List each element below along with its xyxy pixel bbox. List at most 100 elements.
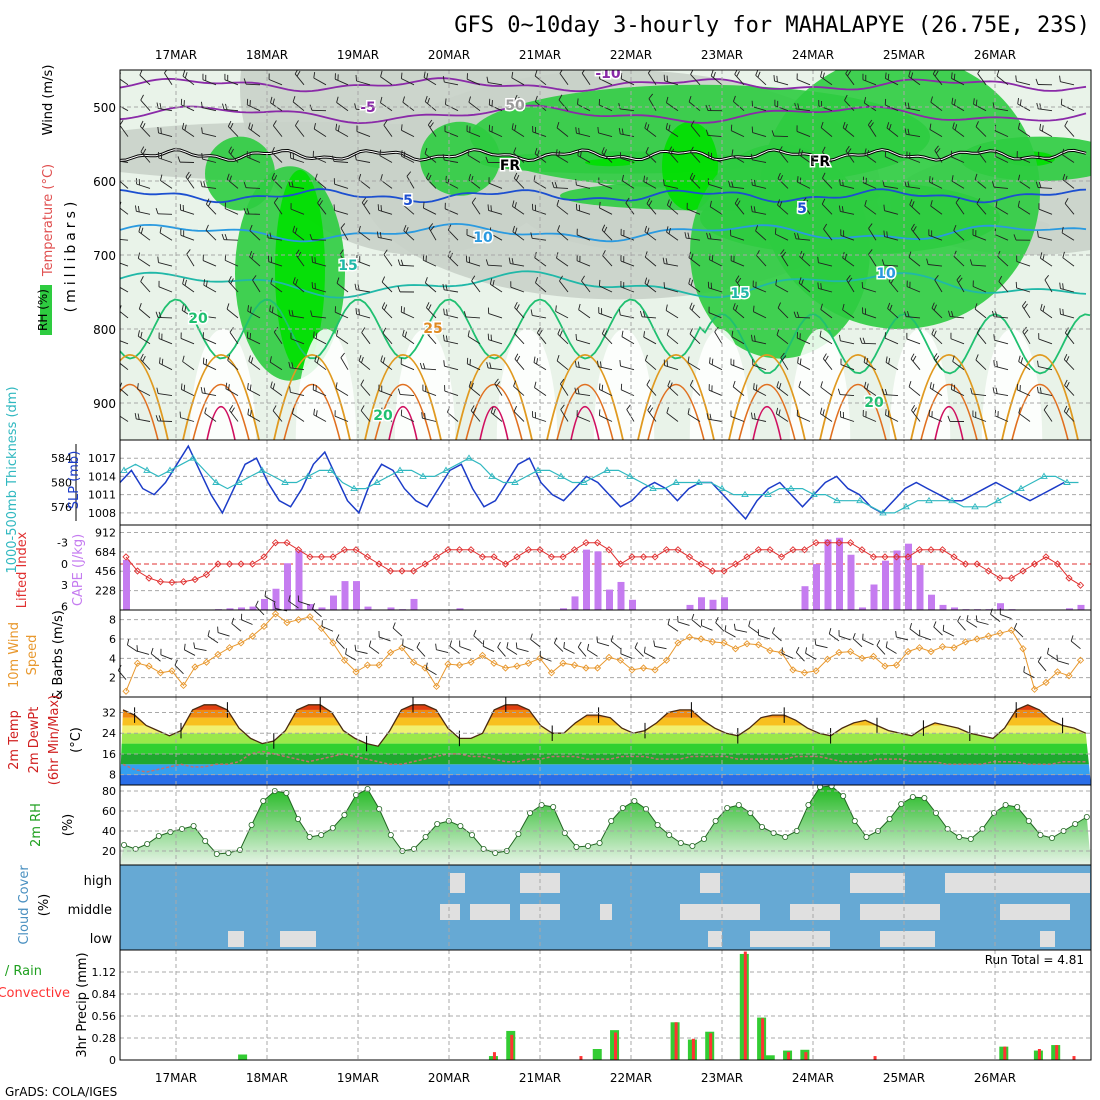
wind-barb bbox=[664, 287, 679, 293]
wind-barb bbox=[906, 286, 921, 293]
contour-label: 5 bbox=[403, 193, 413, 209]
wind-barb-flag bbox=[140, 227, 144, 234]
wind-barb bbox=[513, 152, 525, 163]
wind-speed-marker bbox=[1019, 645, 1027, 653]
wind-barb-flag bbox=[646, 198, 651, 204]
wind-barb-flag bbox=[668, 124, 671, 131]
wind-barb bbox=[426, 177, 437, 189]
wind-barb bbox=[643, 336, 657, 345]
wind-barb-flag bbox=[230, 123, 234, 129]
wind-barb-flag bbox=[435, 643, 437, 650]
wind-barb-flag bbox=[974, 303, 978, 310]
wind-barb-flag bbox=[1018, 355, 1021, 362]
wind-barb-flag bbox=[555, 149, 558, 156]
wind-barb-flag bbox=[910, 72, 914, 79]
li-marker bbox=[386, 567, 395, 575]
wind-barb bbox=[356, 108, 371, 112]
wind-barb-flag bbox=[227, 354, 231, 361]
wind-barb-flag bbox=[801, 252, 805, 259]
wind-barb bbox=[444, 289, 459, 293]
wind-barb bbox=[466, 316, 481, 319]
wind-barb-flag bbox=[534, 147, 538, 154]
wind-barb bbox=[654, 645, 667, 650]
wind-barb-flag bbox=[227, 384, 230, 391]
thickness-line bbox=[123, 457, 1079, 514]
wind-barb-flag bbox=[247, 305, 250, 312]
wind-barb-flag bbox=[781, 355, 787, 361]
wind-barb-flag bbox=[1017, 200, 1020, 207]
rh-marker bbox=[248, 822, 255, 829]
wind-barb-flag bbox=[379, 149, 382, 156]
wind-barb bbox=[120, 160, 129, 163]
wind-barb-flag bbox=[402, 199, 406, 206]
wind-barb bbox=[422, 390, 437, 397]
wind-barb-flag bbox=[838, 334, 841, 341]
wind-barb bbox=[182, 75, 195, 86]
wind-barb bbox=[708, 389, 723, 397]
wind-barb-flag bbox=[530, 309, 533, 316]
cape-bar bbox=[928, 594, 935, 610]
wind-barb bbox=[467, 335, 481, 345]
thickness-marker bbox=[1040, 472, 1048, 479]
wind-barb-flag bbox=[382, 357, 386, 364]
wind-barb-flag bbox=[775, 407, 779, 414]
wind-barb bbox=[689, 178, 701, 189]
wind-barb-flag bbox=[429, 122, 434, 128]
wind-barb-flag bbox=[969, 259, 973, 266]
li-marker bbox=[455, 546, 464, 554]
wind-barb-flag bbox=[669, 382, 673, 389]
wind-barb-flag bbox=[777, 172, 781, 179]
wind-barb-flag bbox=[771, 130, 775, 137]
wind-barb bbox=[845, 150, 855, 163]
wind-barb bbox=[139, 74, 151, 86]
wind-barb bbox=[995, 130, 1009, 138]
wind-barb bbox=[181, 310, 195, 319]
rh-marker bbox=[898, 801, 905, 808]
wind-barb bbox=[1038, 157, 1053, 163]
rh-marker bbox=[121, 842, 128, 849]
wind-barb bbox=[536, 332, 547, 345]
wind-barb bbox=[934, 279, 943, 293]
wind-barb-flag bbox=[335, 123, 338, 130]
rh-marker bbox=[863, 834, 870, 841]
wind-barb-flag bbox=[821, 198, 826, 205]
temp-fields bbox=[120, 697, 1091, 785]
cloud-block bbox=[1060, 873, 1090, 893]
temperature-contour bbox=[120, 383, 159, 440]
wind-barb-flag bbox=[1042, 305, 1045, 312]
wind-barb bbox=[909, 204, 921, 215]
wind-barb bbox=[447, 229, 459, 241]
li-marker bbox=[1042, 553, 1050, 561]
wind-barb bbox=[1016, 287, 1031, 293]
wind-barb bbox=[532, 237, 547, 241]
wind-barb-flag bbox=[713, 71, 716, 78]
wind-barb-flag bbox=[867, 119, 873, 126]
wind-barb-flag bbox=[646, 124, 650, 131]
wind-barb bbox=[644, 283, 657, 293]
wind-barb-flag bbox=[354, 283, 357, 290]
wind-barb bbox=[664, 80, 679, 86]
wind-barb-flag bbox=[229, 405, 234, 411]
convective-precip-bar bbox=[709, 1033, 713, 1060]
wind-barb bbox=[934, 150, 943, 163]
cloud-block bbox=[680, 904, 720, 920]
wind-barb-flag bbox=[797, 233, 800, 240]
wind-barb-flag bbox=[288, 180, 291, 187]
wind-barb bbox=[298, 601, 311, 606]
li-marker bbox=[582, 539, 590, 547]
wind-barb bbox=[930, 101, 943, 112]
wind-barb-flag bbox=[942, 624, 945, 631]
wind-barb-flag bbox=[731, 149, 734, 156]
wind-barb-flag bbox=[990, 608, 993, 615]
wind-barb-flag bbox=[337, 125, 340, 132]
wind-barb-flag bbox=[187, 174, 192, 180]
wind-barb-flag bbox=[489, 362, 492, 369]
wind-barb bbox=[1060, 81, 1075, 86]
contour-label: -10 bbox=[595, 66, 621, 82]
wind-barb bbox=[488, 339, 503, 345]
wind-barb bbox=[534, 75, 547, 86]
date-label-top: 26MAR bbox=[974, 48, 1016, 62]
wind-barb-flag bbox=[1065, 407, 1070, 414]
wind-barb-flag bbox=[182, 355, 185, 362]
wind-barb-flag bbox=[203, 279, 206, 286]
